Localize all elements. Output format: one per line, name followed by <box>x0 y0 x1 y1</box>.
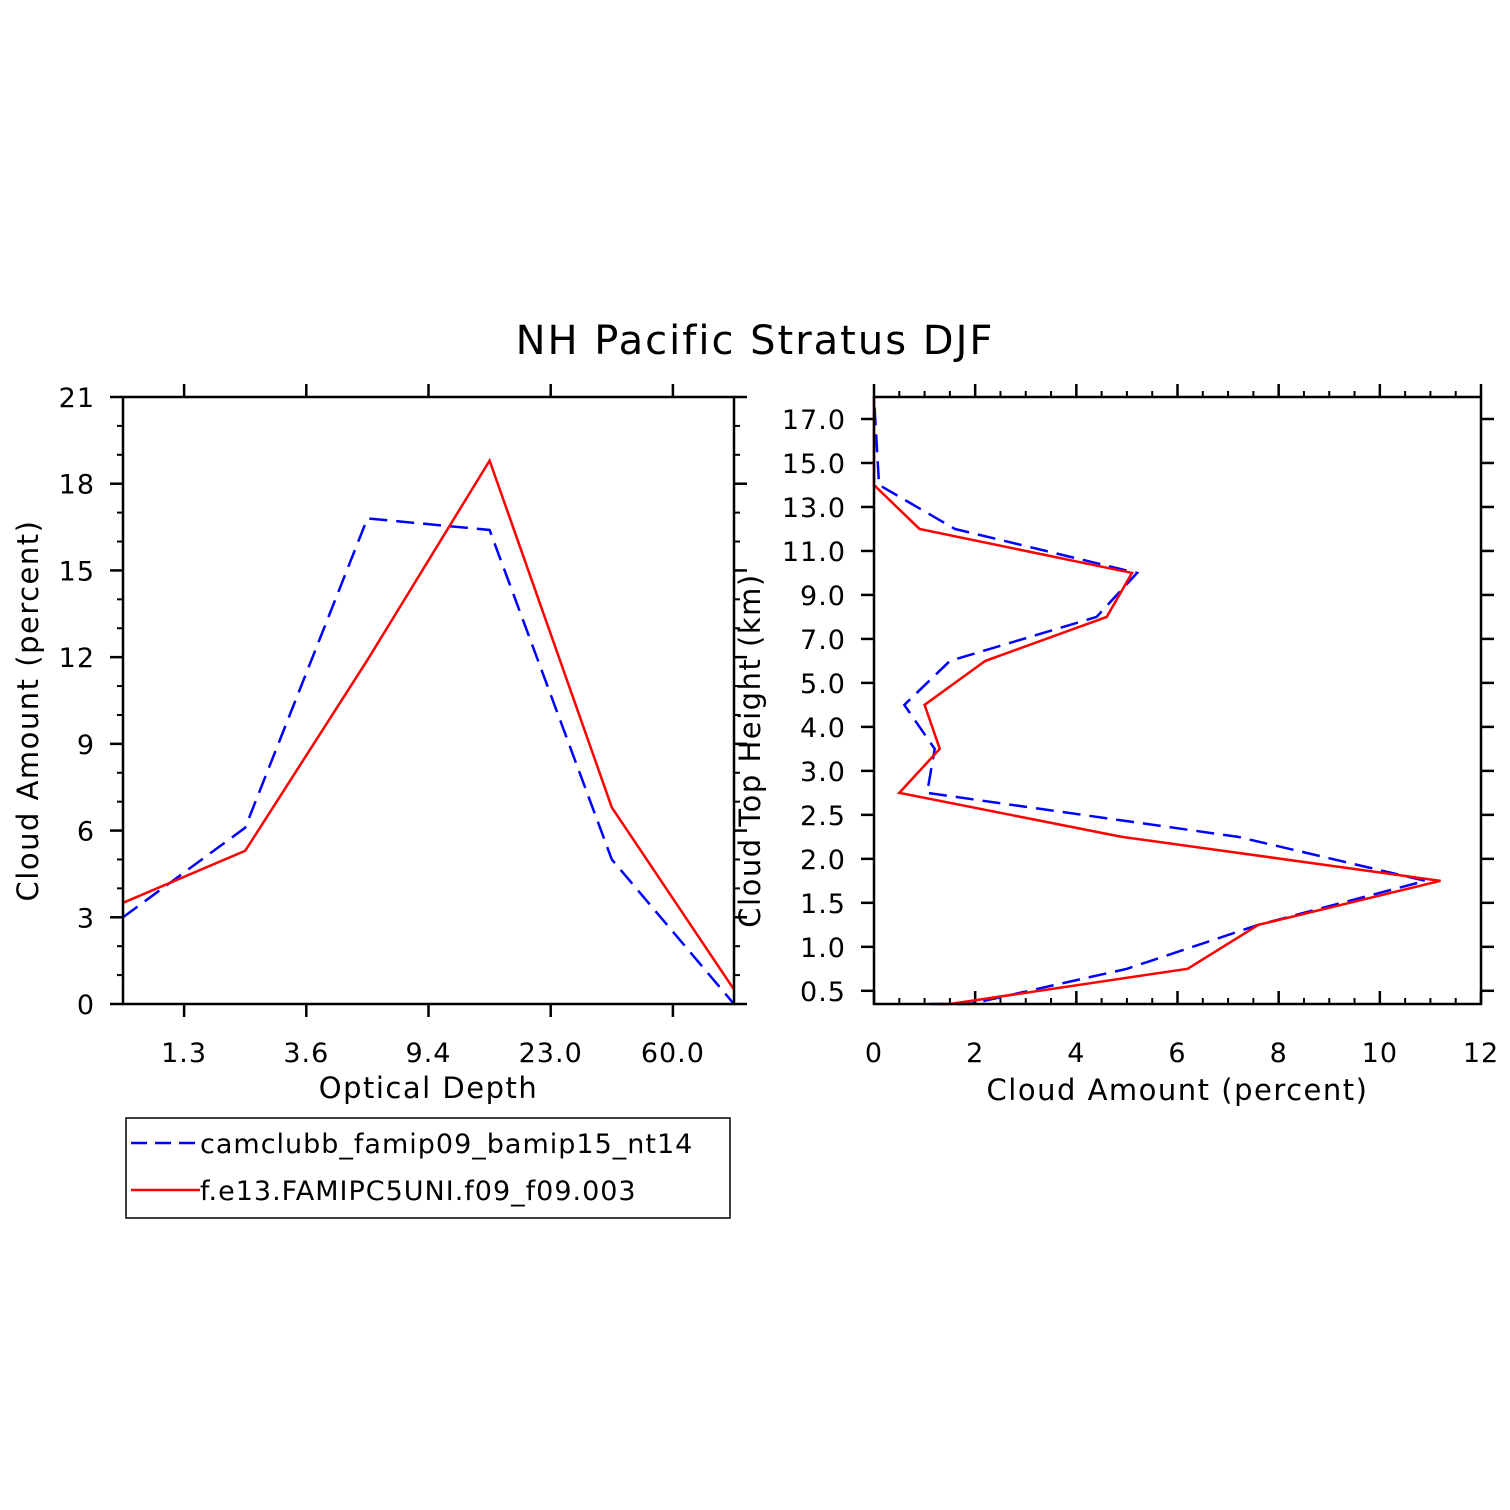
x-tick-label: 3.6 <box>283 1038 329 1069</box>
y-tick-label: 1.0 <box>800 933 846 964</box>
y-tick-label: 0.5 <box>800 977 846 1008</box>
left-x-axis-label: Optical Depth <box>319 1071 538 1105</box>
y-tick-label: 2.5 <box>800 801 846 832</box>
left-panel-ticks <box>110 384 747 1017</box>
y-tick-label: 21 <box>59 383 95 414</box>
y-tick-label: 2.0 <box>800 845 846 876</box>
x-tick-label: 12 <box>1463 1038 1499 1069</box>
x-tick-label: 9.4 <box>406 1038 452 1069</box>
series-line-2 <box>122 457 736 991</box>
legend-box <box>125 1117 731 1219</box>
y-tick-label: 3.0 <box>800 757 846 788</box>
right-y-axis-label: Cloud Top Height (km) <box>733 573 767 927</box>
cloud-top-height-panel: 0 2 4 6 8 10 12 0.5 1.0 1.5 2.0 2.5 3.0 4.0 5.0 7.0 9.0 1… <box>733 384 1499 1107</box>
y-tick-label: 0 <box>77 990 95 1021</box>
optical-depth-panel: 0 3 6 9 12 15 18 21 1.3 3.6 9.4 23.0 60.0 Optical De… <box>11 383 747 1105</box>
right-panel-series <box>872 396 1441 1006</box>
x-tick-label: 60.0 <box>641 1038 705 1069</box>
y-tick-label: 7.0 <box>800 625 846 656</box>
y-tick-label: 6 <box>77 817 95 848</box>
right-x-axis-label: Cloud Amount (percent) <box>987 1073 1369 1107</box>
legend-items: camclubb_famip09_bamip15_nt14 f.e13.FAMIP… <box>131 1129 693 1207</box>
y-tick-label: 1.5 <box>800 889 846 920</box>
series-line-1 <box>122 517 735 1005</box>
y-tick-label: 12 <box>59 643 95 674</box>
y-tick-label: 15 <box>59 556 95 587</box>
right-panel-tick-labels: 0 2 4 6 8 10 12 0.5 1.0 1.5 2.0 2.5 3.0 4.0 5.0 7.0 9.0 1… <box>782 405 1499 1069</box>
y-tick-label: 9.0 <box>800 581 846 612</box>
left-panel-tick-labels: 0 3 6 9 12 15 18 21 1.3 3.6 9.4 23.0 60.0 <box>59 383 705 1069</box>
y-tick-label: 9 <box>77 730 95 761</box>
legend: camclubb_famip09_bamip15_nt14 f.e13.FAMIP… <box>125 1117 731 1219</box>
x-tick-label: 4 <box>1067 1038 1085 1069</box>
x-tick-label: 23.0 <box>519 1038 583 1069</box>
profile-line-2 <box>872 397 1441 1006</box>
y-tick-label: 4.0 <box>800 713 846 744</box>
left-y-axis-label: Cloud Amount (percent) <box>11 520 45 902</box>
y-tick-label: 18 <box>59 470 95 501</box>
chart-title: NH Pacific Stratus DJF <box>516 318 995 364</box>
y-tick-label: 11.0 <box>782 537 846 568</box>
x-tick-label: 1.3 <box>161 1038 207 1069</box>
y-tick-label: 13.0 <box>782 493 846 524</box>
x-tick-label: 2 <box>966 1038 984 1069</box>
y-tick-label: 17.0 <box>782 405 846 436</box>
left-panel-frame <box>121 395 736 1006</box>
y-tick-label: 5.0 <box>800 669 846 700</box>
x-tick-label: 0 <box>865 1038 883 1069</box>
y-tick-label: 3 <box>77 903 95 934</box>
profile-line-1 <box>872 396 1426 1006</box>
x-tick-label: 6 <box>1168 1038 1186 1069</box>
y-tick-label: 15.0 <box>782 449 846 480</box>
x-tick-label: 10 <box>1362 1038 1398 1069</box>
right-panel-frame <box>872 395 1483 1006</box>
left-panel-series <box>122 457 736 1005</box>
x-tick-label: 8 <box>1270 1038 1288 1069</box>
legend-label-2: f.e13.FAMIPC5UNI.f09_f09.003 <box>200 1176 637 1207</box>
legend-label-1: camclubb_famip09_bamip15_nt14 <box>200 1129 693 1160</box>
